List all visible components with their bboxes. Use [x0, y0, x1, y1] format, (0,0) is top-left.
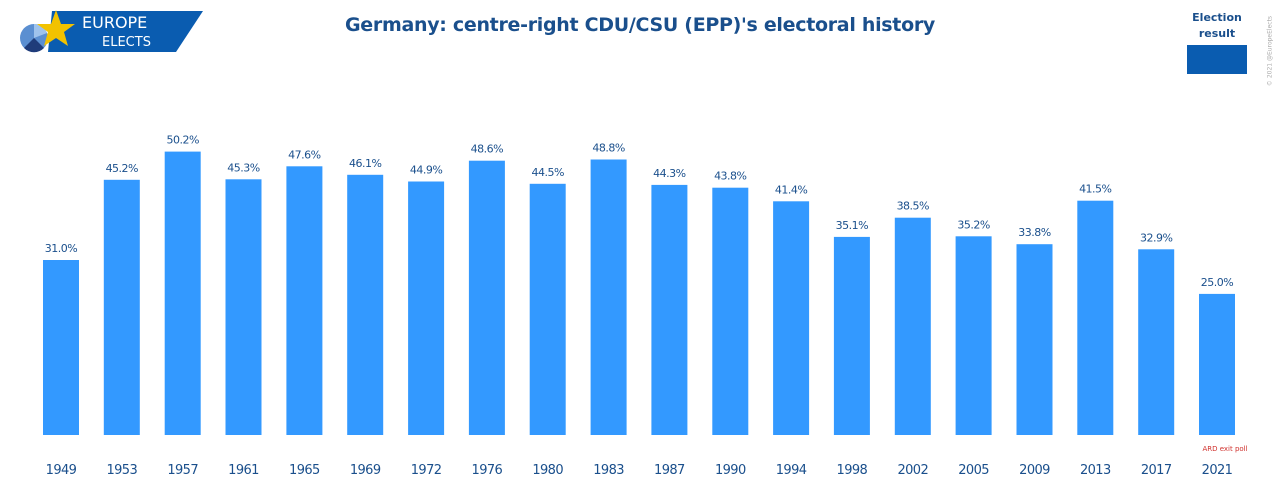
value-label-1987: 44.3% — [653, 167, 685, 180]
value-label-2017: 32.9% — [1140, 231, 1172, 244]
value-label-1949: 31.0% — [45, 242, 77, 255]
bar-1961 — [225, 179, 262, 435]
x-tick-label-1957: 1957 — [167, 463, 198, 478]
x-tick-label-2009: 2009 — [1019, 463, 1050, 478]
bar-2017 — [1138, 249, 1175, 435]
x-tick-label-2021: 2021 — [1202, 463, 1233, 478]
bar-1994 — [773, 201, 810, 435]
bar-1972 — [408, 181, 445, 435]
logo-banner — [48, 11, 203, 52]
value-label-2021: 25.0% — [1201, 276, 1233, 289]
x-tick-label-2002: 2002 — [897, 463, 928, 478]
value-label-1976: 48.6% — [471, 143, 503, 156]
bar-1949 — [43, 260, 79, 435]
bar-1976 — [468, 160, 505, 435]
legend-label: Election result — [1192, 11, 1242, 40]
logo-text-europe: EUROPE — [82, 13, 147, 32]
bar-1953 — [103, 179, 140, 435]
x-tick-label-1972: 1972 — [411, 463, 442, 478]
bar-1957 — [164, 151, 201, 435]
x-tick-label-1953: 1953 — [106, 463, 137, 478]
value-label-1953: 45.2% — [106, 162, 138, 175]
bar-2005 — [955, 236, 992, 435]
value-label-1994: 41.4% — [775, 183, 807, 196]
bar-2021 — [1199, 293, 1235, 435]
x-tick-label-2005: 2005 — [958, 463, 989, 478]
annotation-exit-poll: ARD exit poll — [1202, 445, 1247, 453]
value-label-1980: 44.5% — [531, 166, 563, 179]
x-tick-label-2013: 2013 — [1080, 463, 1111, 478]
x-tick-label-1987: 1987 — [654, 463, 685, 478]
logo-graphic: EUROPE ELECTS — [20, 10, 203, 53]
value-label-2005: 35.2% — [957, 218, 989, 231]
value-label-1972: 44.9% — [410, 164, 442, 177]
bar-2013 — [1077, 200, 1114, 435]
value-label-1998: 35.1% — [836, 219, 868, 232]
x-tick-label-1961: 1961 — [228, 463, 259, 478]
star-icon — [37, 10, 75, 46]
legend-swatch — [1187, 45, 1247, 74]
x-tick-label-1949: 1949 — [46, 463, 77, 478]
bar-1969 — [347, 174, 384, 436]
value-label-2002: 38.5% — [897, 200, 929, 213]
x-tick-label-1983: 1983 — [593, 463, 624, 478]
europe-elects-logo: EUROPE ELECTS — [14, 8, 204, 56]
x-tick-label-1965: 1965 — [289, 463, 320, 478]
value-label-1969: 46.1% — [349, 157, 381, 170]
value-label-1957: 50.2% — [166, 134, 198, 147]
bar-2002 — [894, 217, 931, 435]
bar-1987 — [651, 184, 688, 435]
bar-1990 — [712, 187, 749, 435]
bar-1983 — [590, 159, 627, 435]
value-label-1990: 43.8% — [714, 170, 746, 183]
x-tick-label-2017: 2017 — [1141, 463, 1172, 478]
value-label-1961: 45.3% — [227, 161, 259, 174]
logo-text-elects: ELECTS — [102, 35, 151, 50]
x-tick-label-1969: 1969 — [350, 463, 381, 478]
bar-2009 — [1016, 244, 1053, 435]
value-label-1983: 48.8% — [592, 142, 624, 155]
bar-1980 — [529, 183, 566, 435]
x-tick-label-1990: 1990 — [715, 463, 746, 478]
value-label-2009: 33.8% — [1018, 226, 1050, 239]
x-tick-label-1998: 1998 — [837, 463, 868, 478]
x-tick-label-1980: 1980 — [532, 463, 563, 478]
value-label-1965: 47.6% — [288, 148, 320, 161]
bar-1965 — [286, 166, 323, 436]
bar-1998 — [833, 236, 870, 435]
chart-title: Germany: centre-right CDU/CSU (EPP)'s el… — [345, 14, 935, 36]
value-label-2013: 41.5% — [1079, 183, 1111, 196]
x-tick-label-1976: 1976 — [472, 463, 503, 478]
x-tick-label-1994: 1994 — [776, 463, 807, 478]
